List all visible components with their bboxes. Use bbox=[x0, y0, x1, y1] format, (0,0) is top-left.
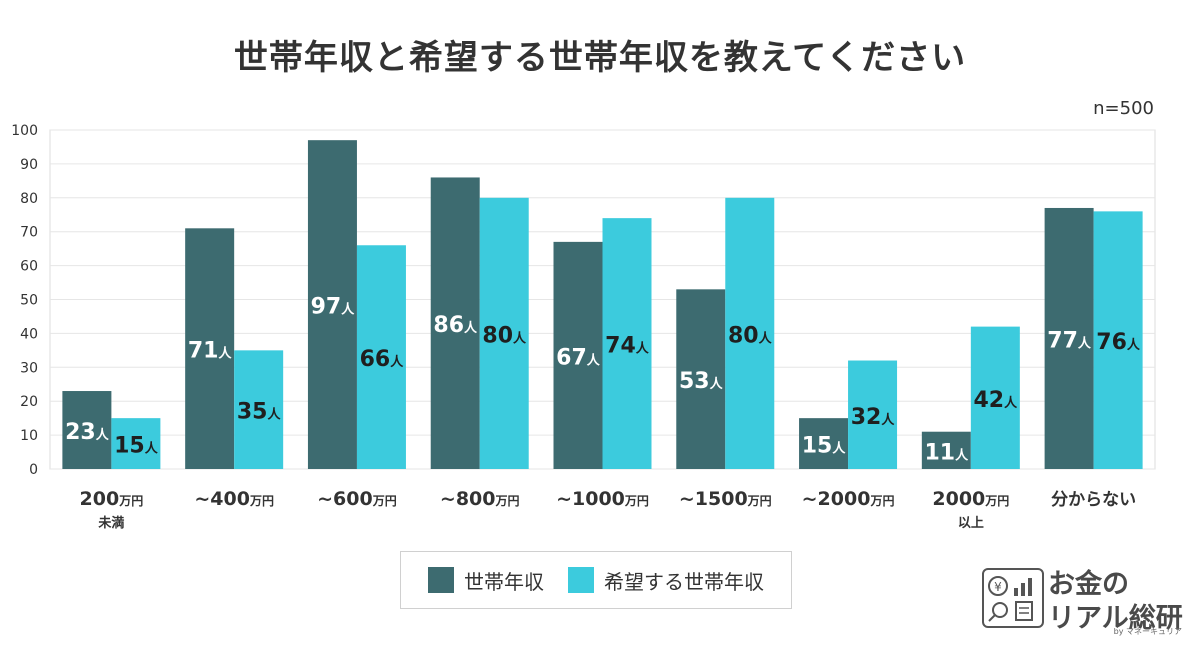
y-tick-label: 30 bbox=[20, 360, 38, 376]
bar-desired-income bbox=[970, 326, 1020, 469]
bar-value-label: 86人 bbox=[433, 313, 478, 338]
sample-size-label: n=500 bbox=[1093, 98, 1154, 119]
bar-current-income bbox=[430, 177, 480, 469]
legend-item-desired: 希望する世帯年収 bbox=[568, 566, 764, 595]
legend-label-current: 世帯年収 bbox=[464, 569, 544, 594]
bar-current-income bbox=[921, 431, 971, 469]
bar-value-label: 80人 bbox=[728, 323, 773, 348]
y-tick-label: 0 bbox=[29, 462, 38, 478]
svg-text:¥: ¥ bbox=[994, 580, 1002, 594]
x-category-label: 分からない bbox=[1051, 490, 1136, 510]
legend-label-desired: 希望する世帯年収 bbox=[604, 569, 764, 594]
bar-desired-income bbox=[1093, 211, 1143, 470]
bar-value-label: 53人 bbox=[679, 369, 724, 394]
bar-value-label: 66人 bbox=[360, 347, 405, 372]
bar-desired-income bbox=[356, 245, 406, 469]
bar-desired-income bbox=[602, 218, 652, 469]
y-tick-label: 100 bbox=[11, 123, 38, 139]
bar-value-label: 67人 bbox=[556, 345, 601, 370]
bar-value-label: 23人 bbox=[65, 420, 110, 445]
logo-text-line2: リアル総研 bbox=[1048, 603, 1183, 634]
bar-desired-income bbox=[479, 197, 529, 470]
x-category-label: ~1500万円 bbox=[679, 488, 772, 510]
bar-value-label: 97人 bbox=[311, 295, 356, 320]
bar-current-income bbox=[185, 228, 235, 469]
legend-swatch-desired bbox=[568, 567, 594, 593]
x-category-sublabel: 未満 bbox=[97, 515, 124, 531]
bar-current-income bbox=[307, 140, 357, 470]
bar-desired-income bbox=[848, 360, 898, 469]
bar-value-label: 11人 bbox=[925, 440, 970, 465]
bar-current-income bbox=[799, 418, 849, 469]
legend-item-current: 世帯年収 bbox=[428, 566, 544, 595]
bar-desired-income bbox=[111, 418, 161, 469]
bar-desired-income bbox=[725, 197, 775, 470]
bar-value-label: 32人 bbox=[851, 405, 896, 430]
bar-current-income bbox=[676, 289, 726, 469]
legend-swatch-current bbox=[428, 567, 454, 593]
y-tick-label: 20 bbox=[20, 394, 38, 410]
x-category-label: 200万円 bbox=[80, 488, 144, 510]
bar-value-label: 76人 bbox=[1096, 330, 1141, 355]
y-tick-label: 90 bbox=[20, 157, 38, 173]
chart-legend: 世帯年収 希望する世帯年収 bbox=[400, 551, 792, 609]
bar-value-label: 80人 bbox=[482, 323, 527, 348]
bar-current-income bbox=[553, 241, 603, 469]
bar-value-label: 71人 bbox=[188, 339, 233, 364]
bar-desired-income bbox=[234, 350, 284, 469]
brand-logo: ¥ お金の リアル総研 by マネーキュリア bbox=[978, 560, 1186, 638]
bar-value-label: 35人 bbox=[237, 400, 282, 425]
x-category-label: ~1000万円 bbox=[556, 488, 649, 510]
logo-byline: by マネーキュリア bbox=[1113, 627, 1182, 636]
bar-current-income bbox=[62, 391, 112, 469]
x-category-label: ~600万円 bbox=[317, 488, 397, 510]
x-category-label: ~800万円 bbox=[440, 488, 520, 510]
y-tick-label: 10 bbox=[20, 428, 38, 444]
logo-badge-icon: ¥ bbox=[982, 568, 1044, 628]
bar-value-label: 15人 bbox=[802, 434, 847, 459]
y-tick-label: 60 bbox=[20, 259, 38, 275]
x-category-label: ~400万円 bbox=[194, 488, 274, 510]
bar-current-income bbox=[1044, 207, 1094, 469]
x-category-label: ~2000万円 bbox=[802, 488, 895, 510]
bar-value-label: 74人 bbox=[605, 334, 650, 359]
x-category-sublabel: 以上 bbox=[958, 516, 984, 531]
y-tick-label: 80 bbox=[20, 191, 38, 207]
logo-text-line1: お金の bbox=[1048, 569, 1129, 600]
chart-title: 世帯年収と希望する世帯年収を教えてください bbox=[233, 38, 967, 78]
y-tick-label: 50 bbox=[20, 293, 38, 309]
bar-value-label: 77人 bbox=[1047, 328, 1092, 353]
y-tick-label: 40 bbox=[20, 326, 38, 342]
x-category-label: 2000万円 bbox=[932, 488, 1009, 510]
bar-value-label: 42人 bbox=[974, 388, 1019, 413]
bar-value-label: 15人 bbox=[114, 434, 159, 459]
y-tick-label: 70 bbox=[20, 225, 38, 241]
